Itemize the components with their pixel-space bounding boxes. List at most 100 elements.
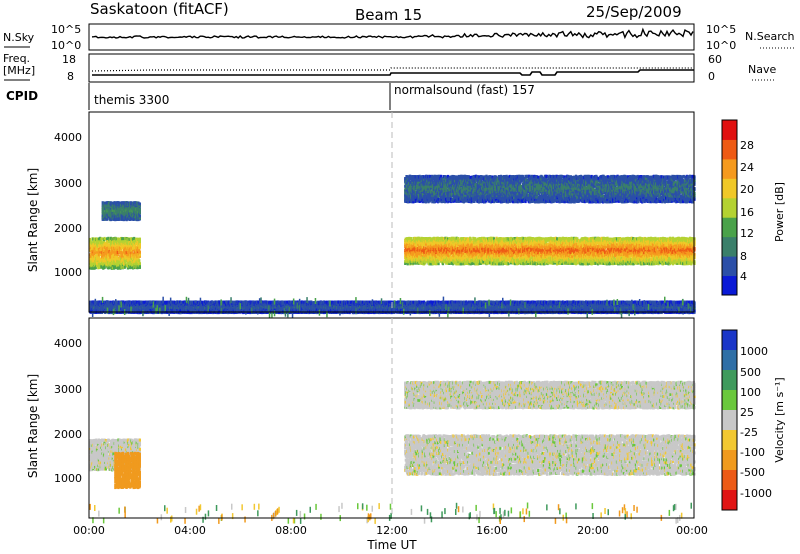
data-cell [131, 217, 134, 221]
data-cell [138, 248, 141, 251]
noise-right-tick-bottom: 10^0 [706, 39, 736, 52]
data-cell [123, 265, 126, 269]
data-cell [422, 239, 425, 243]
beam-title: Beam 15 [355, 6, 422, 24]
data-cell [412, 261, 415, 265]
data-cell [416, 239, 419, 243]
data-cell [452, 252, 455, 256]
data-cell [436, 240, 440, 244]
data-cell [118, 266, 121, 270]
data-cell [450, 260, 453, 264]
data-cell [408, 236, 411, 240]
data-cell [105, 250, 108, 254]
data-cell [419, 252, 422, 256]
data-cell [101, 261, 104, 265]
data-cell [430, 237, 433, 241]
data-cell [440, 258, 443, 262]
data-cell [457, 239, 460, 242]
freq-panel: Freq. [MHz] 18 8 60 0 Nave [3, 52, 776, 83]
data-cell [106, 243, 109, 247]
data-cell [90, 259, 93, 263]
noise-left-tick-top: 10^5 [51, 23, 81, 36]
power-data [89, 174, 696, 318]
data-cell [123, 254, 126, 258]
data-cell [460, 237, 463, 241]
data-cell [138, 207, 141, 211]
data-cell [106, 257, 109, 261]
data-cell [96, 252, 99, 256]
data-cell [441, 258, 445, 261]
data-cell [427, 246, 430, 250]
data-cell [453, 254, 456, 258]
data-cell [448, 239, 451, 243]
data-cell [90, 244, 93, 248]
data-cell [407, 254, 411, 258]
data-cell [114, 259, 117, 263]
data-cell [106, 246, 109, 250]
data-cell [421, 262, 424, 265]
data-cell [433, 244, 436, 248]
data-cell [128, 263, 131, 267]
data-cell [114, 264, 117, 268]
data-cell [92, 237, 95, 241]
data-cell [465, 254, 468, 258]
data-cell [421, 256, 424, 260]
data-cell [443, 237, 446, 240]
data-cell [428, 241, 431, 245]
data-cell [458, 244, 461, 248]
data-cell [123, 240, 126, 244]
data-cell [451, 237, 454, 241]
data-cell [121, 239, 124, 243]
data-cell [408, 246, 411, 250]
noise-left-label: N.Sky [3, 31, 35, 44]
data-cell [117, 243, 120, 247]
data-cell [92, 261, 95, 265]
data-cell [116, 248, 119, 251]
data-cell [109, 251, 112, 255]
noise-right-tick-top: 10^5 [706, 23, 736, 36]
data-cell [447, 250, 450, 254]
data-cell [408, 250, 411, 254]
data-cell [138, 253, 141, 257]
data-cell [97, 250, 100, 254]
data-cell [429, 262, 432, 266]
data-cell [124, 244, 128, 248]
data-cell [414, 243, 417, 247]
data-cell [416, 252, 419, 256]
data-cell [113, 250, 116, 254]
freq-left-unit: [MHz] [3, 64, 35, 77]
data-cell [89, 253, 92, 257]
data-cell [128, 247, 131, 251]
data-cell [104, 245, 107, 249]
data-cell [100, 265, 103, 269]
data-cell [119, 205, 123, 209]
data-cell [99, 259, 102, 263]
data-cell [452, 239, 455, 243]
data-cell [448, 252, 451, 256]
data-cell [135, 257, 138, 261]
data-cell [418, 261, 421, 265]
data-cell [112, 240, 116, 244]
data-cell [464, 252, 467, 256]
data-cell [459, 252, 462, 256]
data-cell [445, 240, 448, 244]
data-cell [120, 260, 123, 263]
data-cell [130, 240, 133, 244]
data-cell [110, 240, 113, 244]
data-cell [124, 259, 128, 263]
data-cell [90, 257, 93, 261]
data-cell [444, 256, 447, 260]
data-cell [109, 236, 112, 240]
data-cell [117, 208, 120, 211]
data-cell [452, 250, 455, 254]
data-cell [136, 265, 140, 269]
data-cell [133, 201, 136, 205]
data-cell [114, 261, 117, 265]
data-cell [134, 244, 137, 248]
freq-left-tick-bottom: 8 [67, 70, 74, 83]
data-cell [408, 244, 411, 248]
data-cell [109, 210, 112, 213]
data-cell [407, 248, 410, 252]
data-cell [111, 264, 114, 268]
data-cell [429, 244, 433, 248]
